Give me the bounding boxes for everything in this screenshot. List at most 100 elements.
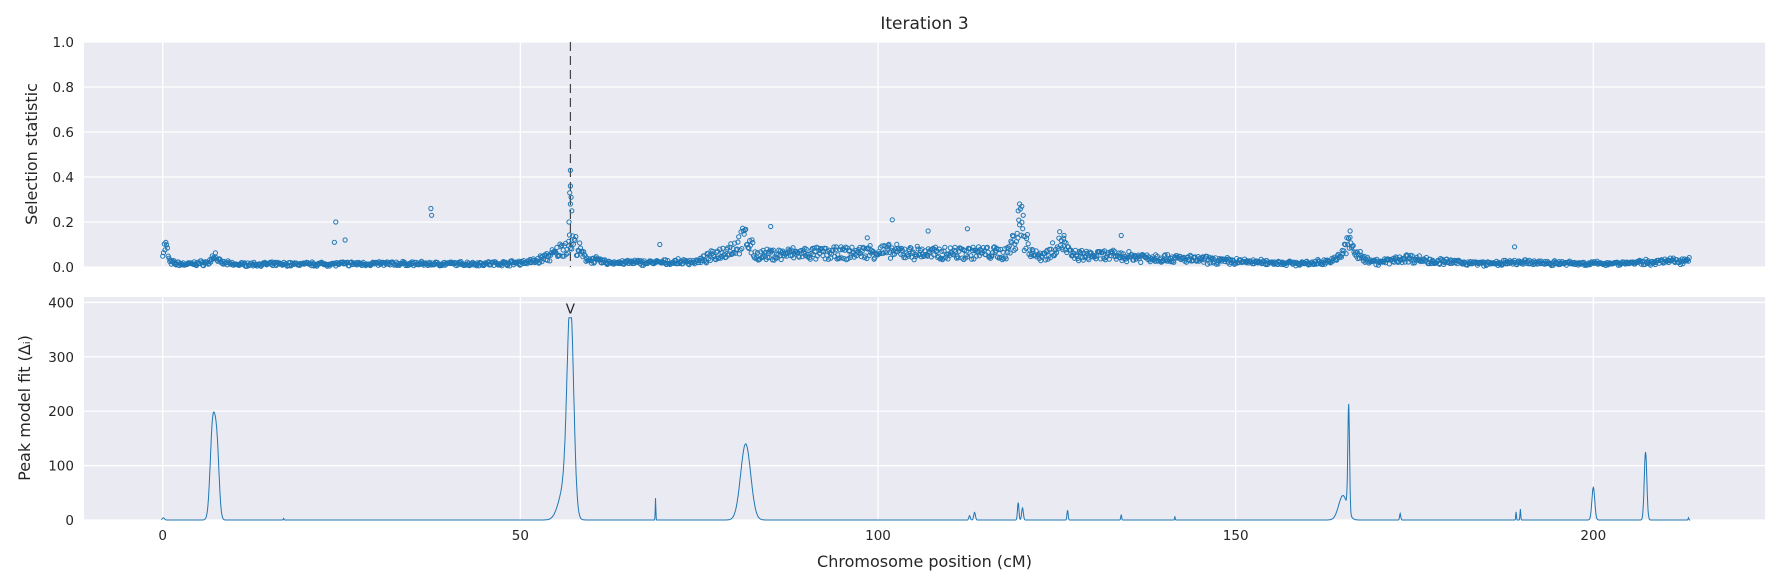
data-point [569,208,575,214]
data-point [754,250,761,256]
data-point [734,246,740,252]
data-point [342,237,348,243]
bottom-y-tick-labels: 0 100 200 300 400 [48,295,74,529]
data-point [1050,240,1056,246]
data-point [577,240,583,246]
data-point [1013,246,1019,252]
data-point [566,219,572,225]
data-point [752,249,758,255]
top-panel: 0.0 0.2 0.4 0.6 0.8 1.0 Iteration 3 Selection… [22,14,1765,276]
data-point [1350,243,1356,249]
data-point [1215,261,1221,267]
data-point [906,253,912,259]
data-point [1014,230,1020,236]
data-point [581,252,588,258]
bottom-y-tick-label: 400 [48,295,74,311]
top-y-axis-label: Selection statistic [22,83,41,225]
data-point [1068,247,1074,253]
data-point [750,240,756,246]
data-point [836,255,843,261]
data-point [1027,247,1033,253]
data-point [567,167,574,173]
data-point [562,243,568,249]
data-point [791,255,797,261]
data-point [1086,257,1092,263]
data-point [839,255,845,261]
data-point [968,253,974,259]
data-point [1227,257,1234,263]
data-point [884,250,890,256]
x-tick-label: 200 [1580,528,1606,544]
data-point [1409,253,1415,259]
data-point [428,205,434,212]
data-point [1015,208,1021,214]
data-point [867,243,873,249]
data-point [499,263,505,269]
top-y-tick-label: 0.6 [53,125,74,141]
selection-statistic-points [160,167,1692,269]
data-point [1006,243,1012,249]
data-point [995,246,1001,253]
bottom-y-tick-label: 300 [48,350,74,366]
data-point [703,259,709,265]
data-point [726,251,732,257]
data-point [778,256,784,263]
data-point [1512,244,1518,250]
data-point [567,183,574,189]
data-point [568,194,574,200]
data-point [568,241,574,247]
data-point [537,259,543,265]
data-point [1061,232,1067,239]
data-point [939,248,945,254]
data-point [574,252,581,258]
data-point [556,252,562,258]
data-point [1020,226,1026,232]
bottom-y-axis-label: Peak model fit (Δᵢ) [15,335,34,481]
data-point [744,241,750,247]
chart-title: Iteration 3 [880,14,968,34]
data-point [768,223,774,230]
data-point [1015,235,1021,241]
data-point [965,254,971,260]
data-point [1164,252,1171,258]
data-point [985,249,991,255]
top-y-tick-label: 1.0 [53,35,74,51]
data-point [573,234,579,240]
data-point [1098,256,1104,262]
data-point [984,244,990,250]
data-point [798,248,804,254]
data-point [796,254,802,260]
data-point [707,257,713,263]
data-point [1020,212,1026,218]
data-point [547,258,553,264]
data-point [662,257,669,263]
data-point [830,247,836,253]
data-point [1003,256,1009,262]
top-y-tick-label: 0.2 [53,215,74,231]
x-tick-label: 0 [158,528,167,544]
data-point [942,244,948,250]
data-point [839,247,846,253]
bottom-gridlines [84,297,1765,521]
data-point [1342,242,1348,248]
data-point [1019,203,1025,209]
data-point [1138,259,1144,265]
data-point [803,246,809,252]
data-point [786,248,792,254]
data-point [566,232,573,238]
data-point [837,247,843,253]
data-point [657,241,663,248]
data-point [969,256,975,262]
data-point [1161,257,1167,264]
data-point [908,245,914,251]
data-point [806,251,812,257]
data-point [703,260,710,266]
data-point [891,251,898,257]
data-point [1010,233,1016,239]
data-point [160,253,166,259]
bottom-y-tick-label: 0 [65,513,74,529]
bottom-plot-background [84,297,1765,520]
data-point [164,242,170,248]
data-point [567,190,573,196]
